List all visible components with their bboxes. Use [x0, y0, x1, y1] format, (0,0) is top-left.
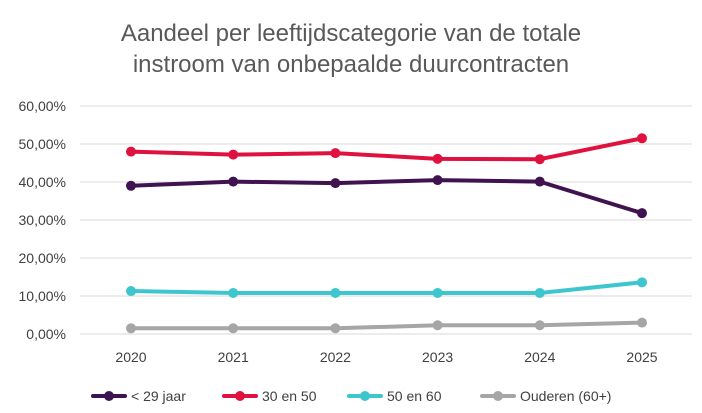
y-tick-label: 10,00% — [19, 288, 66, 304]
legend-label-2: 30 en 50 — [262, 388, 317, 404]
legend-marker-3 — [360, 391, 370, 401]
data-point — [534, 176, 545, 187]
data-point — [330, 178, 341, 189]
data-point — [228, 323, 239, 334]
data-point — [330, 148, 341, 159]
chart-title-line-2: instroom van onbepaalde duurcontracten — [132, 51, 570, 78]
gridlines — [80, 105, 692, 335]
data-point — [432, 287, 443, 298]
x-tick-label: 2023 — [422, 349, 453, 365]
data-point — [126, 323, 136, 334]
data-point — [432, 175, 443, 186]
data-point — [228, 287, 239, 298]
legend: < 29 jaar 30 en 50 50 en 60 Ouderen (60+) — [91, 388, 611, 404]
data-point — [637, 317, 647, 328]
x-tick-label: 2025 — [626, 349, 657, 365]
data-point — [637, 208, 647, 219]
y-tick-label: 30,00% — [19, 212, 66, 228]
data-point — [637, 277, 647, 288]
x-tick-label: 2021 — [218, 349, 249, 365]
data-point — [534, 154, 545, 165]
series-points — [126, 133, 647, 334]
legend-marker-2 — [235, 391, 245, 401]
y-tick-label: 0,00% — [26, 326, 66, 342]
data-point — [126, 286, 136, 297]
data-point — [330, 287, 341, 298]
series-line-4 — [129, 320, 644, 331]
x-tick-label: 2024 — [524, 349, 555, 365]
x-tick-label: 2022 — [320, 349, 351, 365]
legend-marker-4 — [493, 391, 503, 401]
data-point — [126, 180, 136, 191]
data-point — [432, 153, 443, 164]
legend-label-4: Ouderen (60+) — [520, 388, 611, 404]
legend-label-3: 50 en 60 — [387, 388, 442, 404]
data-point — [432, 320, 443, 331]
x-axis-tick-labels: 2020 2021 2022 2023 2024 2025 — [115, 349, 657, 365]
series-line-1 — [129, 178, 644, 216]
data-point — [534, 287, 545, 298]
data-point — [228, 176, 239, 187]
y-tick-label: 20,00% — [19, 250, 66, 266]
series-line-2 — [129, 136, 644, 162]
data-point — [228, 149, 239, 160]
series-lines — [129, 136, 644, 331]
y-axis-tick-labels: 0,00% 10,00% 20,00% 30,00% 40,00% 50,00% 60,00… — [19, 98, 66, 342]
y-tick-label: 60,00% — [19, 98, 66, 114]
data-point — [637, 133, 647, 144]
data-point — [534, 320, 545, 331]
x-tick-label: 2020 — [115, 349, 146, 365]
chart-title-line-1: Aandeel per leeftijdscategorie van de to… — [120, 20, 582, 47]
data-point — [126, 146, 136, 157]
y-tick-label: 40,00% — [19, 174, 66, 190]
legend-label-1: < 29 jaar — [131, 388, 186, 404]
chart-title: Aandeel per leeftijdscategorie van de to… — [0, 18, 702, 80]
legend-marker-1 — [104, 391, 114, 401]
series-line-3 — [129, 280, 644, 295]
y-tick-label: 50,00% — [19, 136, 66, 152]
data-point — [330, 323, 341, 334]
